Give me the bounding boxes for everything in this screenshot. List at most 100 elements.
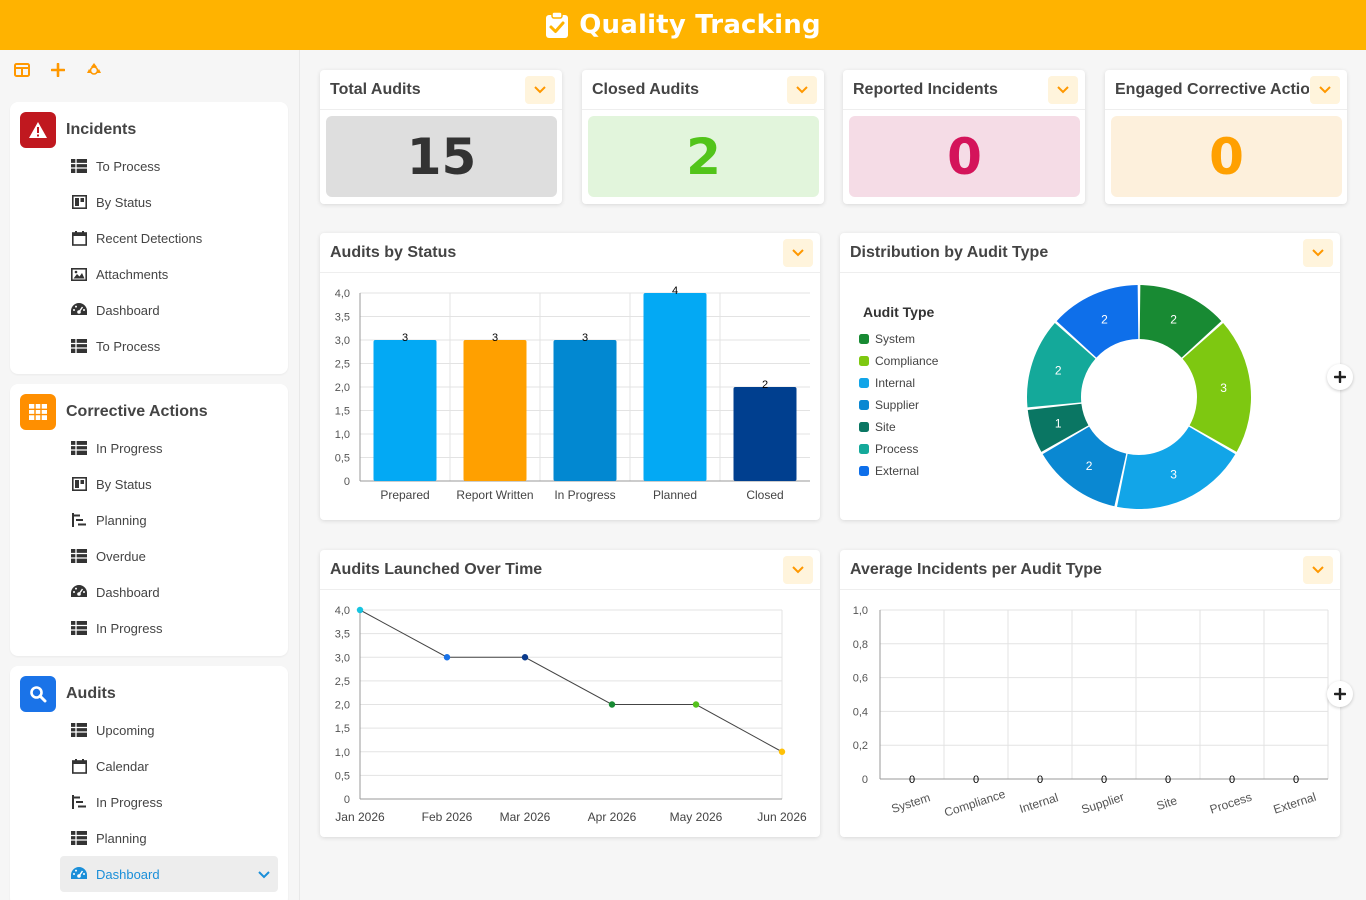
donut-slice [1117, 426, 1236, 509]
kpi-value-engaged-corrective-actions: 0 [1111, 116, 1342, 197]
legend-swatch [859, 400, 869, 410]
refresh-button[interactable] [80, 58, 108, 84]
slice-label: 2 [1101, 312, 1108, 326]
collapse-button[interactable] [787, 76, 817, 104]
add-widget-button[interactable] [1327, 681, 1353, 707]
image-icon [70, 265, 88, 283]
kpi-title: Total Audits [320, 70, 562, 110]
x-tick-label: Prepared [380, 488, 429, 502]
sidebar-item-ca-by-status[interactable]: By Status [60, 466, 278, 502]
sidebar-item-label: In Progress [96, 440, 163, 456]
sidebar-layout-icon [14, 60, 30, 83]
bar [643, 293, 707, 481]
data-label: 0 [1293, 774, 1299, 786]
data-label: 0 [1229, 774, 1235, 786]
legend-label: External [875, 464, 919, 478]
y-tick-label: 0,2 [853, 740, 868, 752]
bar [373, 340, 437, 481]
legend-label: Internal [875, 376, 915, 390]
collapse-button[interactable] [1310, 76, 1340, 104]
sidebar-item-incidents-dashboard[interactable]: Dashboard [60, 292, 278, 328]
y-tick-label: 0,4 [853, 706, 868, 718]
panel-distribution-by-audit-type: Distribution by Audit Type Audit Type Sys… [840, 233, 1340, 520]
sidebar-toolbar [8, 58, 108, 84]
toggle-sidebar-button[interactable] [8, 58, 36, 84]
sidebar-item-attachments[interactable]: Attachments [60, 256, 278, 292]
chevron-down-icon [534, 81, 546, 99]
collapse-button[interactable] [783, 556, 813, 584]
sidebar-item-audits-dashboard[interactable]: Dashboard [60, 856, 278, 892]
corrective-actions-header[interactable]: Corrective Actions [20, 394, 208, 430]
chevron-down-icon[interactable] [258, 867, 270, 882]
sidebar-item-ca-overdue[interactable]: Overdue [60, 538, 278, 574]
legend-label: Supplier [875, 398, 919, 412]
sidebar-item-incidents-by-status[interactable]: By Status [60, 184, 278, 220]
kpi-value-reported-incidents: 0 [849, 116, 1080, 197]
incidents-header[interactable]: Incidents [20, 112, 136, 148]
collapse-button[interactable] [1303, 239, 1333, 267]
gauge-icon [70, 301, 88, 319]
y-tick-label: 3,0 [335, 335, 350, 347]
y-tick-label: 1,0 [335, 429, 350, 441]
collapse-button[interactable] [783, 239, 813, 267]
x-tick-label: Apr 2026 [588, 810, 637, 824]
section-title-audits: Audits [66, 685, 116, 702]
sidebar-item-label: Attachments [96, 266, 169, 282]
sidebar-item-label: In Progress [96, 794, 163, 810]
data-label: 0 [1165, 774, 1171, 786]
x-tick-label: Process [1208, 790, 1254, 817]
y-tick-label: 0 [344, 794, 350, 806]
y-tick-label: 2,0 [335, 700, 350, 712]
add-widget-button[interactable] [1327, 364, 1353, 390]
kpi-card-closed-audits: Closed Audits 2 [582, 70, 824, 204]
sidebar-item-incidents-to-process-2[interactable]: To Process [60, 328, 278, 364]
y-tick-label: 0,5 [335, 453, 350, 465]
sidebar-item-audits-planning[interactable]: Planning [60, 820, 278, 856]
y-tick-label: 2,5 [335, 359, 350, 371]
sidebar-item-label: Dashboard [96, 302, 160, 318]
average-incidents-chart: 00,20,40,60,81,00System0Compliance0Inter… [853, 605, 1329, 820]
legend-label: Compliance [875, 354, 939, 368]
slice-label: 2 [1170, 312, 1177, 326]
audits-header[interactable]: Audits [20, 676, 116, 712]
sidebar-item-audits-in-progress[interactable]: In Progress [60, 784, 278, 820]
x-tick-label: Planned [653, 488, 697, 502]
slice-label: 2 [1055, 364, 1062, 378]
kpi-card-engaged-corrective-actions: Engaged Corrective Actions 0 [1105, 70, 1347, 204]
warning-icon [20, 112, 56, 148]
sidebar-item-audits-upcoming[interactable]: Upcoming [60, 712, 278, 748]
y-tick-label: 2,5 [335, 676, 350, 688]
sidebar-item-ca-in-progress-2[interactable]: In Progress [60, 610, 278, 646]
kpi-title: Closed Audits [582, 70, 824, 110]
clipboard-check-icon [545, 11, 569, 39]
x-tick-label: System [890, 790, 932, 816]
add-button[interactable] [44, 58, 72, 84]
bar [553, 340, 617, 481]
sidebar-item-ca-in-progress[interactable]: In Progress [60, 430, 278, 466]
timeline-line-chart: 0 0,5 1,0 1,5 2,0 2,5 3,0 3,5 4,0 Jan 2026 Feb 202… [335, 605, 807, 824]
sidebar-item-recent-detections[interactable]: Recent Detections [60, 220, 278, 256]
x-tick-label: Report Written [456, 488, 533, 502]
y-tick-label: 3,5 [335, 312, 350, 324]
y-tick-label: 4,0 [335, 605, 350, 617]
sidebar-item-audits-calendar[interactable]: Calendar [60, 748, 278, 784]
collapse-button[interactable] [525, 76, 555, 104]
panel-audits-launched-over-time: Audits Launched Over Time 0 0,5 1,0 1,5 2,0 2… [320, 550, 820, 837]
board-icon [70, 475, 88, 493]
x-tick-label: May 2026 [670, 810, 723, 824]
sidebar-item-ca-dashboard[interactable]: Dashboard [60, 574, 278, 610]
bar [733, 387, 797, 481]
data-label: 3 [492, 332, 498, 344]
legend-swatch [859, 334, 869, 344]
y-tick-label: 1,5 [335, 723, 350, 735]
chevron-down-icon [792, 244, 804, 262]
collapse-button[interactable] [1303, 556, 1333, 584]
chevron-down-icon [796, 81, 808, 99]
chevron-down-icon [1312, 561, 1324, 579]
x-tick-label: In Progress [554, 488, 615, 502]
x-tick-label: Mar 2026 [500, 810, 551, 824]
sidebar-item-label: Recent Detections [96, 230, 203, 246]
sidebar-item-ca-planning[interactable]: Planning [60, 502, 278, 538]
sidebar-item-incidents-to-process[interactable]: To Process [60, 148, 278, 184]
collapse-button[interactable] [1048, 76, 1078, 104]
